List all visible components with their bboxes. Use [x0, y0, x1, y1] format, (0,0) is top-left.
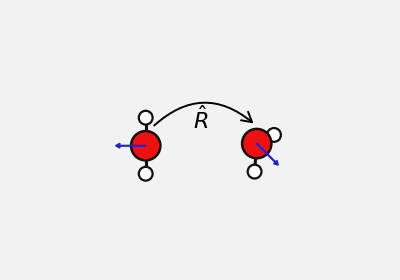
FancyArrowPatch shape — [154, 103, 252, 125]
Circle shape — [248, 165, 262, 178]
Circle shape — [139, 111, 153, 125]
Circle shape — [131, 131, 160, 160]
Circle shape — [242, 129, 272, 158]
FancyArrow shape — [116, 143, 146, 148]
Circle shape — [139, 167, 153, 181]
Text: $\hat{R}$: $\hat{R}$ — [193, 106, 208, 134]
Circle shape — [267, 128, 281, 142]
FancyArrow shape — [256, 143, 278, 165]
